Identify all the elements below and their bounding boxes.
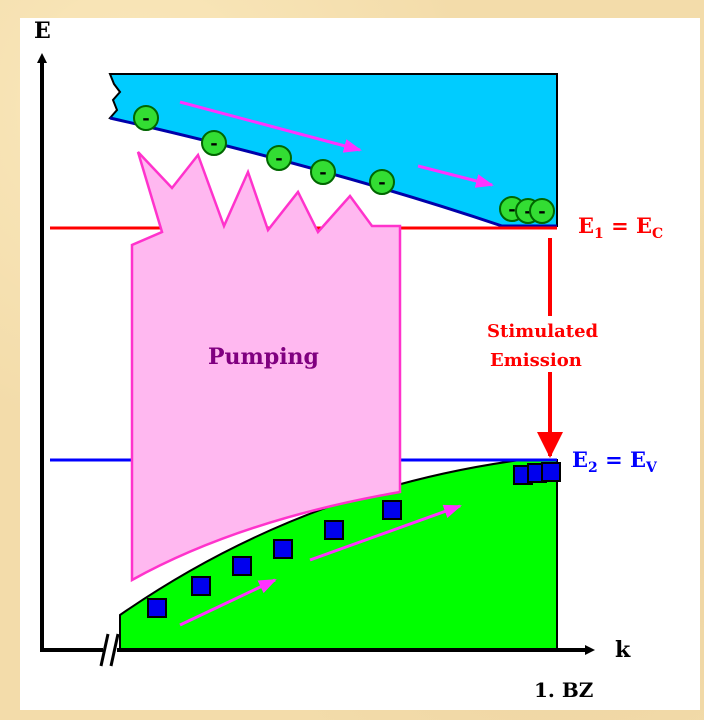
svg-text:-: - — [275, 148, 282, 169]
pumping-label: Pumping — [208, 344, 319, 370]
svg-text:-: - — [319, 162, 326, 183]
svg-text:-: - — [142, 108, 149, 129]
lower-level-label: E2 = EV — [572, 447, 658, 476]
electron: - — [369, 169, 395, 195]
axis-break-mark-2 — [109, 633, 120, 667]
hole — [147, 598, 167, 618]
electron: - — [133, 105, 159, 131]
hole-flow-arrow-1 — [179, 578, 277, 627]
emission-label-line1: Stimulated — [487, 321, 599, 342]
upper-level-label: E1 = EC — [578, 213, 663, 242]
hole — [541, 462, 561, 482]
electrons: ---- -- - - — [133, 105, 555, 224]
axis-break-mark-1 — [99, 633, 110, 667]
emission-label-bg — [484, 316, 584, 372]
electron: - — [529, 198, 555, 224]
holes — [147, 462, 561, 618]
hole-flow-arrow-2 — [309, 504, 462, 562]
svg-text:-: - — [378, 172, 385, 193]
electron: - — [310, 159, 336, 185]
electron-flow-arrow-1 — [179, 100, 362, 153]
electron-flow-arrow-2 — [417, 164, 494, 188]
electron: - — [201, 130, 227, 156]
electron: - — [266, 145, 292, 171]
brillouin-zone-label: 1. BZ — [534, 678, 593, 702]
pumping-region — [130, 151, 402, 583]
hole — [273, 539, 293, 559]
hole — [324, 520, 344, 540]
k-axis-label: k — [615, 637, 631, 663]
svg-text:-: - — [508, 199, 515, 220]
svg-text:-: - — [538, 201, 545, 222]
hole — [382, 500, 402, 520]
energy-axis-label: E — [34, 18, 51, 44]
svg-text:-: - — [210, 133, 217, 154]
hole — [232, 556, 252, 576]
svg-text:-: - — [524, 201, 531, 222]
hole — [191, 576, 211, 596]
emission-label-line2: Emission — [490, 350, 582, 371]
